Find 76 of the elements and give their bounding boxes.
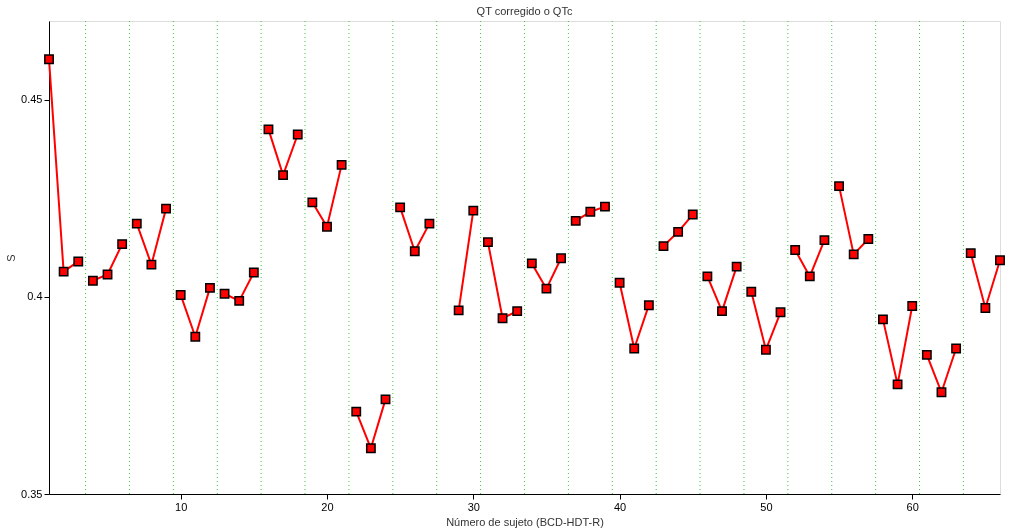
point [482,237,493,248]
x-axis-title: Número de sujeto (BCD-HDT-R) [446,515,604,528]
y-axis-title: S [5,254,18,262]
point [629,343,640,354]
point [292,129,303,140]
y-tick-label: 0.45 [21,93,43,106]
point [658,241,669,251]
point [512,306,523,317]
point [936,387,947,398]
y-tick-label: 0.4 [27,290,43,303]
point [673,226,684,237]
x-tick-label: 50 [760,500,773,513]
x-tick-label: 60 [906,500,919,513]
point [614,277,625,288]
point [600,201,610,212]
point [760,344,771,355]
point [892,379,903,390]
point [322,221,332,232]
point [541,283,552,294]
point [556,253,567,264]
point [278,170,289,181]
point [395,202,406,213]
point [980,303,991,313]
point [73,256,84,267]
point [248,267,259,278]
point [526,258,537,269]
point [336,159,347,170]
point [717,306,727,317]
chart-title: QT corregido o QTc [476,4,573,17]
point [848,249,859,260]
point [365,443,376,454]
point [234,295,245,306]
point [44,54,54,65]
point [687,209,698,220]
point [965,248,976,259]
point [190,331,201,342]
point [643,300,654,311]
point [775,307,786,318]
point [351,406,362,417]
point [819,235,830,246]
y-tick-label: 0.35 [21,487,43,500]
point [307,197,318,208]
point [58,266,69,277]
point [497,313,508,324]
x-tick-label: 30 [467,500,480,513]
point [907,301,918,311]
point [263,124,274,135]
point [878,314,888,325]
point [702,271,713,282]
point [570,215,581,226]
point [995,255,1005,266]
point [834,181,844,192]
point [205,282,215,293]
point [746,286,757,297]
point [790,245,801,255]
point [468,205,479,216]
point [804,271,815,282]
point [424,218,435,229]
point [921,349,932,360]
x-tick-label: 40 [613,500,627,513]
point [146,259,157,270]
x-tick-label: 20 [321,500,334,513]
point [219,288,230,299]
point [453,305,464,316]
point [731,261,742,272]
point [409,246,420,257]
point [863,234,874,244]
point [585,206,596,217]
point [951,343,962,354]
point [175,290,186,300]
point [161,203,171,214]
point [117,239,128,250]
point [87,275,98,286]
point [131,218,142,229]
point [380,394,391,405]
x-tick-label: 10 [175,500,188,513]
